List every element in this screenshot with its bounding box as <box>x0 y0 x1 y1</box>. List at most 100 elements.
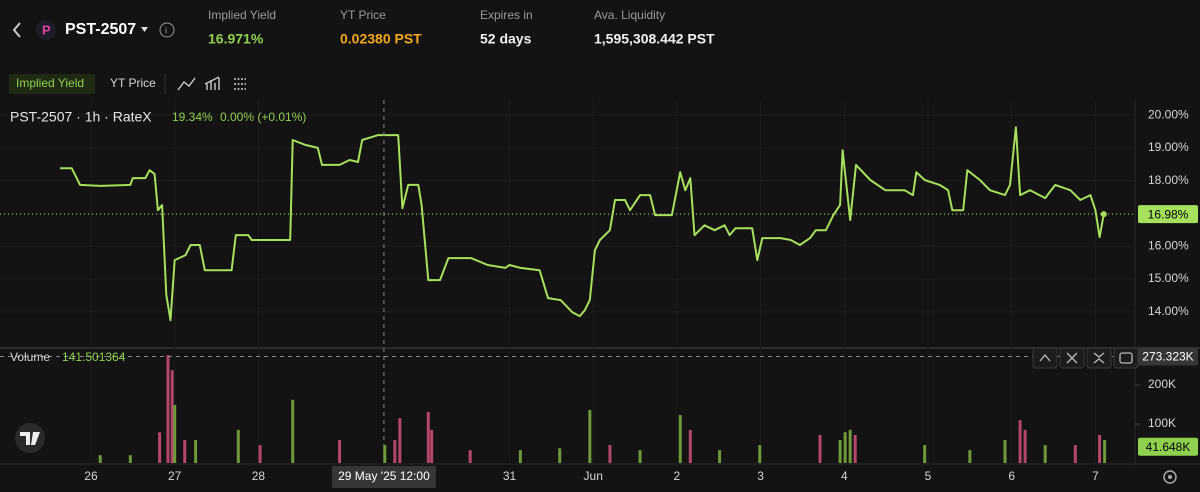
line-chart-icon[interactable] <box>177 77 196 91</box>
x-tick-label: 26 <box>84 469 98 483</box>
volume-bar <box>558 448 562 463</box>
stat-label: Ava. Liquidity <box>594 8 665 22</box>
volume-bar <box>173 404 177 463</box>
pane-button[interactable] <box>1086 347 1112 369</box>
volume-bar <box>1103 440 1107 463</box>
back-button[interactable] <box>12 22 21 38</box>
volume-bar <box>608 445 612 463</box>
volume-bar <box>426 411 430 463</box>
volume-bar <box>166 355 170 463</box>
stat-label: Expires in <box>480 8 533 22</box>
plot: 26272831Jun23456714.00%15.00%16.00%17.00… <box>0 100 1198 488</box>
volume-last-label-bg <box>1138 437 1198 456</box>
maximize-icon <box>1119 352 1133 364</box>
candle-icon[interactable] <box>204 76 220 90</box>
tab-active-bg <box>9 74 95 94</box>
info-icon[interactable] <box>159 22 175 38</box>
volume-last-label: 41.648K <box>1146 440 1191 454</box>
volume-bar <box>848 429 852 463</box>
volume-legend-value: 141.501364 <box>62 350 126 364</box>
y-tick-label: 18.00% <box>1148 173 1189 187</box>
volume-bar <box>588 410 592 463</box>
pane-button[interactable] <box>1032 347 1058 369</box>
volume-bar <box>468 450 472 463</box>
x-tick-label: 3 <box>757 469 764 483</box>
legend-title: PST-2507 · 1h · RateX <box>10 109 152 125</box>
volume-bar <box>1043 445 1047 463</box>
settings-icon[interactable] <box>234 78 246 90</box>
settings-gear-center <box>1168 475 1172 479</box>
crosshair-value-label: 273.323K <box>1142 350 1193 364</box>
volume-bar <box>258 445 262 463</box>
volume-bar <box>518 450 522 463</box>
x-tick-label: 31 <box>503 469 517 483</box>
y-tick-label: 200K <box>1148 377 1176 391</box>
up-icon <box>1039 353 1051 362</box>
last-value-label-bg <box>1138 205 1198 224</box>
volume-bar <box>688 429 692 463</box>
volume-bar <box>430 429 434 463</box>
stat-label: Implied Yield <box>208 8 276 22</box>
x-tick-label: 6 <box>1008 469 1015 483</box>
symbol[interactable]: PST-2507 <box>65 21 136 38</box>
y-tick-label: 19.00% <box>1148 140 1189 154</box>
volume-bar <box>128 455 132 463</box>
x-tick-label: 4 <box>841 469 848 483</box>
tab[interactable]: Implied Yield <box>16 76 84 90</box>
close-icon <box>1066 352 1078 364</box>
settings-gear[interactable] <box>1163 470 1177 484</box>
volume-bar <box>818 434 822 463</box>
last-value-label: 16.98% <box>1148 207 1189 221</box>
crosshair-time-label: 29 May '25 12:00 <box>338 469 430 483</box>
x-tick-label: 5 <box>925 469 932 483</box>
info-icon-glyph: i <box>165 25 167 35</box>
volume-bar <box>291 399 295 463</box>
volume-bar <box>158 432 162 463</box>
volume-bar <box>853 434 857 463</box>
volume-bar <box>1023 429 1027 463</box>
legend-change: 0.00% (+0.01%) <box>220 110 306 124</box>
volume-legend-title: Volume <box>10 350 50 364</box>
pane-button[interactable] <box>1113 347 1139 369</box>
volume-bar <box>338 440 342 463</box>
yield-line <box>60 126 1105 322</box>
token-icon <box>36 20 56 40</box>
volume-bar <box>398 418 402 463</box>
volume-bar <box>1073 445 1077 463</box>
volume-bar <box>170 370 174 463</box>
collapse-icon <box>1093 352 1105 364</box>
dropdown-caret[interactable] <box>141 27 148 32</box>
y-tick-label: 14.00% <box>1148 304 1189 318</box>
logo-glyph <box>20 432 40 445</box>
x-tick-label: 2 <box>674 469 681 483</box>
volume-bar <box>718 450 722 463</box>
y-tick-label: 15.00% <box>1148 271 1189 285</box>
volume-bar <box>1098 434 1102 463</box>
volume-bar <box>393 440 397 463</box>
token-icon-letter: P <box>42 22 51 37</box>
x-tick-label: 28 <box>252 469 266 483</box>
stat-value: 0.02380 PST <box>340 31 422 47</box>
volume-bar <box>838 440 842 463</box>
volume-bar <box>1018 420 1022 463</box>
tradingview-logo <box>15 423 45 453</box>
volume-bar <box>923 445 927 463</box>
volume-bar <box>1003 440 1007 463</box>
legend-value: 19.34% <box>172 110 213 124</box>
volume-bar <box>968 450 972 463</box>
y-tick-label: 100K <box>1148 416 1176 430</box>
y-tick-label: 20.00% <box>1148 107 1189 121</box>
y-tick-label: 16.00% <box>1148 238 1189 252</box>
tab[interactable]: YT Price <box>110 76 156 90</box>
pane-buttons <box>1032 347 1139 369</box>
crosshair-value-label-bg <box>1138 347 1198 366</box>
stat-value: 52 days <box>480 31 532 47</box>
crosshair-time-bg <box>331 466 436 488</box>
volume-bar <box>638 450 642 463</box>
x-tick-label: 27 <box>168 469 182 483</box>
volume-bar <box>98 455 102 463</box>
volume-bar <box>678 415 682 463</box>
x-tick-label: 7 <box>1092 469 1099 483</box>
